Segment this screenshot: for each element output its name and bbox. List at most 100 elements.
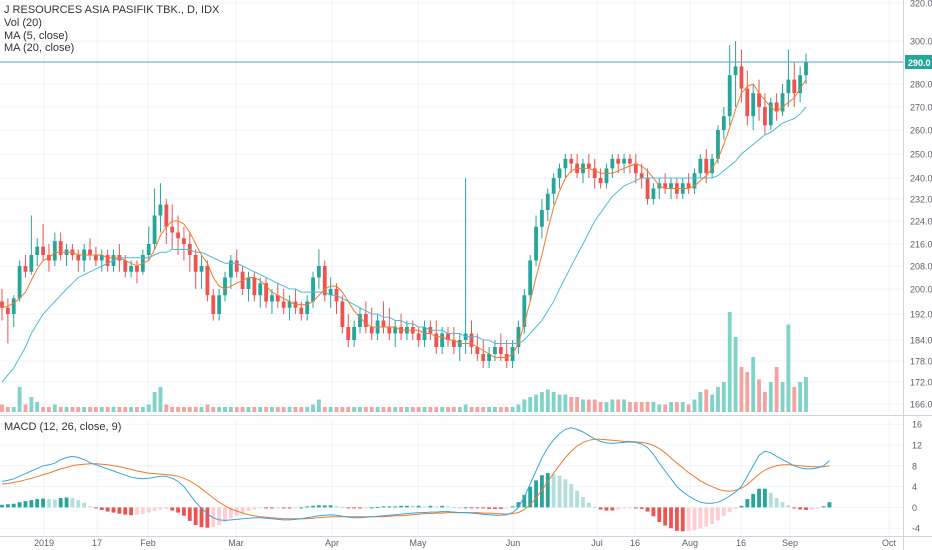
volume-bar — [463, 404, 468, 412]
macd-histogram-bar — [76, 500, 81, 508]
volume-bar — [387, 407, 392, 412]
candle-body — [733, 66, 738, 76]
volume-bar — [410, 407, 415, 412]
macd-histogram-bar — [551, 474, 556, 508]
macd-histogram-bar — [451, 506, 456, 508]
candle-body — [76, 255, 81, 261]
candle-body — [721, 116, 726, 130]
candle-body — [287, 301, 292, 308]
candle-body — [88, 249, 92, 255]
candle-body — [340, 301, 345, 327]
volume-bar — [434, 407, 439, 412]
macd-histogram-bar — [234, 507, 239, 516]
candle-body — [246, 277, 251, 289]
candle-body — [557, 168, 562, 178]
candle-body — [0, 301, 4, 308]
macd-histogram-bar — [47, 499, 51, 508]
macd-histogram-bar — [575, 490, 580, 508]
candle-body — [258, 283, 263, 296]
candle-body — [387, 327, 392, 334]
volume-bar — [293, 407, 298, 412]
candle-body — [434, 333, 439, 347]
macd-histogram-bar — [199, 507, 204, 528]
volume-bar — [516, 404, 521, 412]
macd-histogram-bar — [528, 486, 533, 508]
volume-bar — [780, 382, 785, 412]
candle-body — [328, 289, 333, 296]
macd-histogram-bar — [639, 507, 644, 509]
candle-body — [763, 107, 767, 126]
macd-histogram-bar — [604, 507, 609, 511]
macd-histogram-bar — [692, 507, 697, 531]
macd-histogram-bar — [504, 507, 509, 509]
candle-body — [199, 266, 204, 272]
macd-histogram-bar — [358, 507, 362, 509]
candle-body — [270, 295, 274, 302]
volume-bar — [639, 402, 644, 412]
macd-histogram-bar — [58, 498, 63, 508]
volume-bar — [205, 404, 210, 412]
macd-histogram-bar — [498, 507, 503, 509]
volume-bar — [240, 407, 245, 412]
macd-histogram-bar — [270, 507, 274, 509]
candle-body — [522, 295, 527, 327]
macd-histogram-bar — [663, 507, 668, 526]
volume-bar — [469, 407, 474, 412]
volume-bar — [270, 407, 274, 412]
candle-body — [663, 183, 668, 189]
candle-body — [275, 295, 280, 302]
candle-body — [11, 298, 16, 314]
candle-body — [381, 320, 386, 327]
time-tick-label: 2019 — [34, 538, 54, 548]
macd-histogram-bar — [716, 507, 720, 521]
macd-histogram-bar — [622, 507, 626, 509]
candle-body — [739, 66, 744, 89]
volume-bar — [727, 312, 732, 412]
macd-histogram-bar — [757, 488, 761, 508]
candle-body — [316, 266, 321, 278]
volume-bar — [135, 407, 139, 412]
macd-histogram-bar — [281, 507, 286, 509]
macd-histogram-bar — [592, 506, 597, 508]
macd-histogram-bar — [158, 507, 163, 510]
candle-body — [786, 79, 791, 94]
macd-histogram-bar — [457, 507, 462, 509]
volume-bar — [669, 402, 673, 412]
macd-histogram-bar — [5, 504, 10, 508]
volume-bar — [763, 392, 767, 412]
candle-body — [223, 277, 227, 296]
macd-histogram-bar — [628, 507, 632, 509]
macd-histogram-bar — [405, 505, 409, 508]
macd-histogram-bar — [41, 498, 45, 508]
macd-histogram-bar — [182, 507, 186, 516]
candle-body — [451, 340, 456, 347]
macd-histogram-bar — [111, 507, 116, 513]
volume-bar — [493, 407, 497, 412]
volume-bar — [804, 377, 808, 412]
volume-bar — [446, 407, 450, 412]
macd-histogram-bar — [387, 506, 392, 508]
volume-bar — [182, 407, 186, 412]
candle-body — [592, 168, 597, 178]
volume-bar — [76, 407, 81, 412]
candle-body — [545, 193, 550, 210]
signal-line — [1, 438, 830, 520]
price-tick-label: 270.0 — [910, 103, 932, 113]
volume-bar — [428, 407, 433, 412]
macd-histogram-bar — [217, 507, 222, 526]
volume-bar — [768, 382, 773, 412]
macd-histogram-bar — [193, 507, 198, 526]
volume-bar — [575, 397, 580, 412]
volume-bar — [616, 399, 621, 412]
candle-body — [264, 283, 268, 302]
macd-line — [1, 427, 830, 521]
macd-histogram-bar — [299, 507, 304, 509]
macd-histogram-bar — [581, 497, 585, 508]
macd-histogram-bar — [657, 507, 662, 522]
macd-histogram-bar — [0, 504, 4, 508]
ma5-legend: MA (5, close) — [4, 30, 69, 42]
candle-body — [651, 188, 656, 199]
macd-histogram-bar — [70, 498, 75, 508]
volume-bar — [58, 407, 63, 412]
